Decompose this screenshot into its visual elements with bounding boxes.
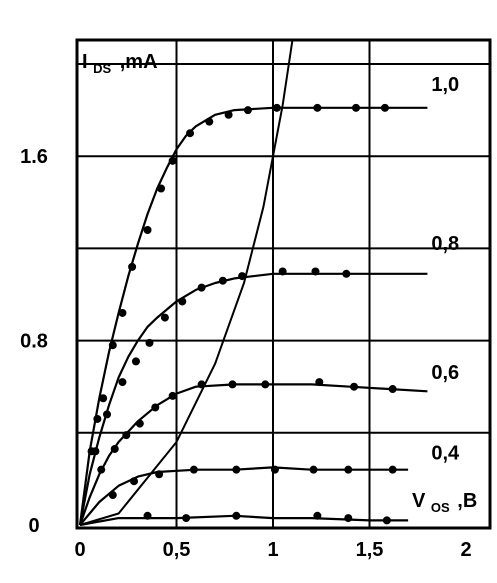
data-point-2-11 xyxy=(388,385,397,394)
data-point-2-3 xyxy=(135,419,144,428)
data-point-2-0 xyxy=(97,465,106,474)
x-tick-label-4: 2 xyxy=(460,539,471,561)
data-point-1-9 xyxy=(238,272,247,281)
data-point-1-0 xyxy=(91,447,100,456)
y-tick-label-2: 1.6 xyxy=(20,146,48,168)
curve-label-0: 1,0 xyxy=(431,74,459,96)
data-point-1-5 xyxy=(160,313,169,322)
data-point-1-6 xyxy=(178,297,187,306)
data-point-3-1 xyxy=(130,477,139,486)
plot-frame xyxy=(75,38,492,530)
x-tick-label-0: 0 xyxy=(74,539,85,561)
y-axis-title: I DS ,mA xyxy=(82,51,158,78)
data-point-0-14 xyxy=(313,103,322,112)
y-axis-unit: ,mA xyxy=(120,51,158,73)
x-axis-title: V OS ,B xyxy=(412,490,477,517)
svg-text:V OS ,B: V OS ,B xyxy=(412,490,477,517)
data-point-3-2 xyxy=(155,470,164,479)
data-point-0-2 xyxy=(99,394,108,403)
y-tick-labels: 0 0.8 1.6 xyxy=(20,146,48,537)
curve-3 xyxy=(79,466,409,526)
data-point-2-6 xyxy=(197,380,206,389)
data-point-4-4 xyxy=(344,514,353,523)
data-point-4-1 xyxy=(182,514,191,523)
data-point-4-3 xyxy=(313,511,322,520)
y-axis-subscript: DS xyxy=(93,61,111,76)
data-point-2-1 xyxy=(110,444,119,453)
x-tick-labels: 0 0,5 1 1,5 2 xyxy=(74,539,471,561)
data-point-3-7 xyxy=(344,465,353,474)
saturation-boundary-line xyxy=(79,40,294,526)
curve-1 xyxy=(78,272,428,526)
data-point-0-12 xyxy=(243,106,252,115)
curve-labels: 1,0 0,8 0,6 0,4 xyxy=(431,74,460,465)
data-point-3-4 xyxy=(232,465,241,474)
data-point-1-7 xyxy=(197,283,206,292)
data-point-3-5 xyxy=(270,465,279,474)
data-point-4-2 xyxy=(232,511,241,520)
data-point-2-4 xyxy=(151,403,160,412)
data-point-2-8 xyxy=(261,380,270,389)
data-point-0-8 xyxy=(168,156,177,165)
data-point-3-8 xyxy=(388,465,397,474)
data-point-1-3 xyxy=(131,357,140,366)
characteristic-curves xyxy=(78,40,428,527)
data-point-0-13 xyxy=(272,103,281,112)
y-axis-symbol: I xyxy=(82,51,88,73)
data-point-2-5 xyxy=(168,391,177,400)
data-point-0-11 xyxy=(224,110,233,119)
curve-label-3: 0,4 xyxy=(431,443,460,465)
x-axis-symbol: V xyxy=(412,490,426,512)
data-point-1-10 xyxy=(278,267,287,276)
data-point-2-9 xyxy=(315,378,324,387)
data-point-0-15 xyxy=(351,103,360,112)
curve-4 xyxy=(79,514,409,527)
data-point-1-12 xyxy=(342,269,351,278)
data-point-2-10 xyxy=(350,382,359,391)
data-point-2-7 xyxy=(228,380,237,389)
data-point-3-3 xyxy=(189,465,198,474)
curve-0 xyxy=(78,106,428,526)
data-point-0-9 xyxy=(186,129,195,138)
data-points xyxy=(87,103,397,525)
svg-text:I DS ,mA: I DS ,mA xyxy=(82,51,158,78)
data-point-4-5 xyxy=(382,516,391,525)
data-point-2-2 xyxy=(122,431,131,440)
x-tick-label-2: 1 xyxy=(267,539,278,561)
data-point-0-5 xyxy=(128,262,137,271)
data-point-1-4 xyxy=(145,338,154,347)
data-point-1-1 xyxy=(103,410,112,419)
data-point-0-1 xyxy=(93,414,102,423)
data-point-0-10 xyxy=(205,117,214,126)
data-point-1-2 xyxy=(118,378,127,387)
data-point-0-7 xyxy=(157,184,166,193)
data-point-3-6 xyxy=(309,465,318,474)
y-tick-label-1: 0.8 xyxy=(20,331,48,353)
data-point-1-8 xyxy=(218,276,227,285)
data-point-4-0 xyxy=(143,511,152,520)
data-point-0-6 xyxy=(143,225,152,234)
x-tick-label-1: 0,5 xyxy=(163,539,191,561)
y-tick-label-0: 0 xyxy=(28,515,39,537)
grid xyxy=(77,40,490,528)
data-point-1-11 xyxy=(311,267,320,276)
curve-label-1: 0,8 xyxy=(431,233,459,255)
curve-2 xyxy=(78,383,428,526)
data-point-0-4 xyxy=(118,308,127,317)
x-axis-unit: ,B xyxy=(457,490,477,512)
x-axis-subscript: OS xyxy=(431,500,450,515)
data-point-3-0 xyxy=(108,491,117,500)
data-point-0-16 xyxy=(380,103,389,112)
data-point-0-3 xyxy=(108,341,117,350)
curve-label-2: 0,6 xyxy=(431,362,459,384)
x-tick-label-3: 1,5 xyxy=(356,539,384,561)
